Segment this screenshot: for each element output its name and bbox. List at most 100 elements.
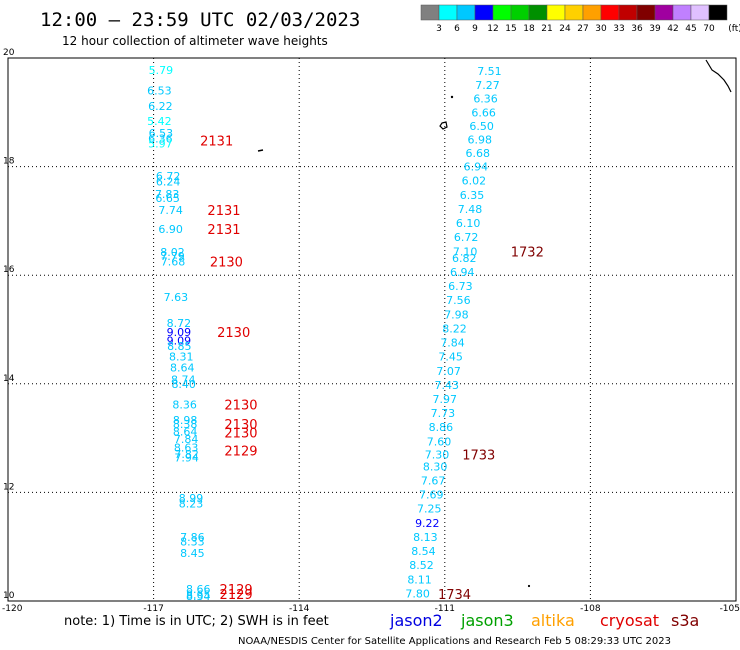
wave-height-value: 7.97 xyxy=(433,393,458,406)
pass-time-label: 1733 xyxy=(462,448,495,463)
wave-height-value: 6.36 xyxy=(473,93,498,106)
wave-height-value: 6.22 xyxy=(148,100,173,113)
wave-height-value: 6.94 xyxy=(450,266,475,279)
colorbar-swatch xyxy=(456,4,476,21)
pass-time-label: 2131 xyxy=(207,204,240,219)
wave-height-labels: 5.796.536.225.426.536.365.976.726.247.83… xyxy=(147,64,544,603)
chart-subtitle: 12 hour collection of altimeter wave hei… xyxy=(62,34,328,48)
pass-time-label: 2131 xyxy=(207,223,240,238)
colorbar-swatch xyxy=(600,4,620,21)
wave-height-value: 6.68 xyxy=(466,147,491,160)
wave-height-value: 6.50 xyxy=(469,120,494,133)
x-tick-label: -114 xyxy=(289,604,310,614)
wave-height-value: 8.11 xyxy=(407,573,432,586)
wave-height-value: 6.10 xyxy=(456,217,481,230)
wave-height-value: 7.68 xyxy=(161,256,186,269)
satellite-legend: jason2 jason3 altika cryosat s3a xyxy=(389,611,699,630)
wave-height-value: 7.43 xyxy=(434,379,459,392)
wave-height-value: 8.52 xyxy=(409,559,434,572)
wave-height-value: 7.82 xyxy=(174,448,199,461)
pass-time-label: 2131 xyxy=(200,135,233,150)
colorbar-tick-label: 27 xyxy=(577,24,588,34)
y-tick-label: 20 xyxy=(3,48,15,58)
wave-height-value: 9.09 xyxy=(167,334,192,347)
wave-height-value: 7.45 xyxy=(438,351,463,364)
wave-height-value: 7.51 xyxy=(477,65,502,78)
wave-height-value: 7.27 xyxy=(475,79,500,92)
island-dot xyxy=(450,95,454,99)
wave-height-value: 7.98 xyxy=(444,308,469,321)
colorbar-swatch xyxy=(546,4,566,21)
colorbar-swatch xyxy=(582,4,602,21)
wave-height-value: 8.85 xyxy=(167,340,192,353)
island-dot xyxy=(527,584,531,588)
coastline-mainland xyxy=(705,59,732,93)
credit-line: NOAA/NESDIS Center for Satellite Applica… xyxy=(238,636,671,647)
axis-ticks: -120 -117 -114 -111 -108 -105 10 12 14 16 18 20 xyxy=(2,48,740,614)
island-outline xyxy=(439,121,448,130)
wave-height-value: 5.79 xyxy=(149,64,174,77)
y-tick-label: 10 xyxy=(3,591,15,601)
colorbar-tick-label: 36 xyxy=(631,24,643,34)
satellite-name-altika: altika xyxy=(531,611,575,630)
wave-height-value: 7.80 xyxy=(405,587,430,600)
wave-height-value: 7.67 xyxy=(421,474,446,487)
satellite-name-s3a: s3a xyxy=(671,611,699,630)
colorbar-tick-label: 12 xyxy=(487,24,498,34)
plot-area: -120 -117 -114 -111 -108 -105 10 12 14 16 18 20 5.7… xyxy=(2,48,740,614)
wave-height-value: 6.36 xyxy=(148,132,173,145)
wave-height-value: 8.66 xyxy=(186,583,211,596)
wave-height-value: 7.60 xyxy=(427,435,452,448)
colorbar-tick-label: 18 xyxy=(523,24,535,34)
pass-time-label: 2130 xyxy=(210,256,243,271)
wave-height-value: 7.84 xyxy=(440,337,465,350)
pass-time-label: 2129 xyxy=(224,445,257,460)
colorbar-swatch xyxy=(618,4,638,21)
wave-height-value: 6.35 xyxy=(460,189,485,202)
wave-height-value: 6.65 xyxy=(155,192,180,205)
wave-height-value: 8.23 xyxy=(179,497,204,510)
x-tick-label: -105 xyxy=(720,604,740,614)
wave-height-value: 8.63 xyxy=(174,441,199,454)
colorbar-swatch xyxy=(510,4,530,21)
wave-height-value: 7.63 xyxy=(164,291,189,304)
wave-height-value: 8.33 xyxy=(180,535,205,548)
wave-height-value: 8.38 xyxy=(173,418,198,431)
island-dot xyxy=(257,149,264,152)
wave-height-value: 6.82 xyxy=(452,252,477,265)
wave-height-value: 5.42 xyxy=(147,115,172,128)
x-tick-label: -120 xyxy=(2,604,23,614)
wave-height-value: 8.45 xyxy=(180,547,205,560)
colorbar-swatch xyxy=(474,4,494,21)
wave-height-value: 8.36 xyxy=(172,398,197,411)
colorbar-swatch xyxy=(636,4,656,21)
y-tick-label: 14 xyxy=(3,374,15,384)
chart-title: 12:00 – 23:59 UTC 02/03/2023 xyxy=(40,9,360,31)
wave-height-value: 7.79 xyxy=(160,250,185,263)
wave-height-value: 7.69 xyxy=(419,489,444,502)
wave-height-value: 8.22 xyxy=(442,322,467,335)
wave-height-value: 8.34 xyxy=(186,590,211,603)
wave-height-value: 8.86 xyxy=(429,421,454,434)
wave-height-value: 7.74 xyxy=(158,204,183,217)
wave-height-value: 8.64 xyxy=(170,362,195,375)
satellite-name-jason3: jason3 xyxy=(460,611,514,630)
colorbar-tick-label: 6 xyxy=(454,24,460,34)
colorbar-swatch xyxy=(438,4,458,21)
wave-height-value: 7.07 xyxy=(436,365,461,378)
colorbar-swatch xyxy=(654,4,674,21)
pass-time-label: 2129 xyxy=(220,588,253,603)
wave-height-value: 7.94 xyxy=(174,452,199,465)
colorbar-swatch xyxy=(708,4,728,21)
wave-height-value: 8.02 xyxy=(160,246,185,259)
colorbar-tick-label: 24 xyxy=(559,24,571,34)
wave-height-value: 6.53 xyxy=(149,127,174,140)
wave-height-value: 8.54 xyxy=(411,545,436,558)
x-tick-label: -117 xyxy=(143,604,163,614)
wave-height-value: 8.40 xyxy=(171,378,196,391)
wave-height-value: 7.56 xyxy=(446,294,471,307)
colorbar-swatch xyxy=(564,4,584,21)
wave-height-value: 8.98 xyxy=(173,414,198,427)
colorbar-tick-label: 21 xyxy=(541,24,552,34)
